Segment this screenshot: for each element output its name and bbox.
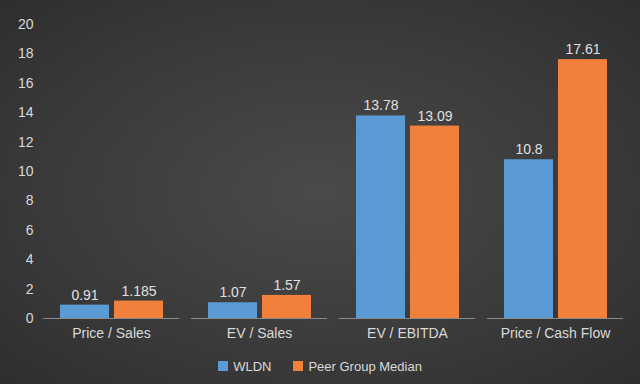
svg-text:18: 18 [18, 45, 34, 61]
svg-text:10: 10 [18, 163, 34, 179]
svg-text:0: 0 [26, 310, 34, 326]
svg-text:EV / EBITDA: EV / EBITDA [367, 325, 449, 341]
svg-text:1.185: 1.185 [121, 283, 156, 299]
svg-text:2: 2 [26, 281, 34, 297]
svg-text:12: 12 [18, 134, 34, 150]
svg-text:4: 4 [26, 251, 34, 267]
html-text:Peer Group Median: Peer Group Median [308, 358, 422, 374]
svg-text:0.91: 0.91 [71, 287, 98, 303]
svg-text:6: 6 [26, 222, 34, 238]
svg-text:13.78: 13.78 [363, 97, 398, 113]
svg-text:Price / Sales: Price / Sales [72, 325, 151, 341]
svg-text:8: 8 [26, 192, 34, 208]
svg-text:13.09: 13.09 [417, 108, 452, 124]
svg-text:1.57: 1.57 [273, 277, 300, 293]
svg-text:14: 14 [18, 104, 34, 120]
svg-text:20: 20 [18, 16, 34, 32]
svg-text:10.8: 10.8 [515, 141, 542, 157]
svg-text:16: 16 [18, 75, 34, 91]
svg-text:EV / Sales: EV / Sales [227, 325, 292, 341]
svg-text:1.07: 1.07 [219, 284, 246, 300]
svg-text:Price / Cash Flow: Price / Cash Flow [501, 325, 612, 341]
svg-text:17.61: 17.61 [565, 41, 600, 57]
html-text:WLDN: WLDN [233, 358, 272, 374]
